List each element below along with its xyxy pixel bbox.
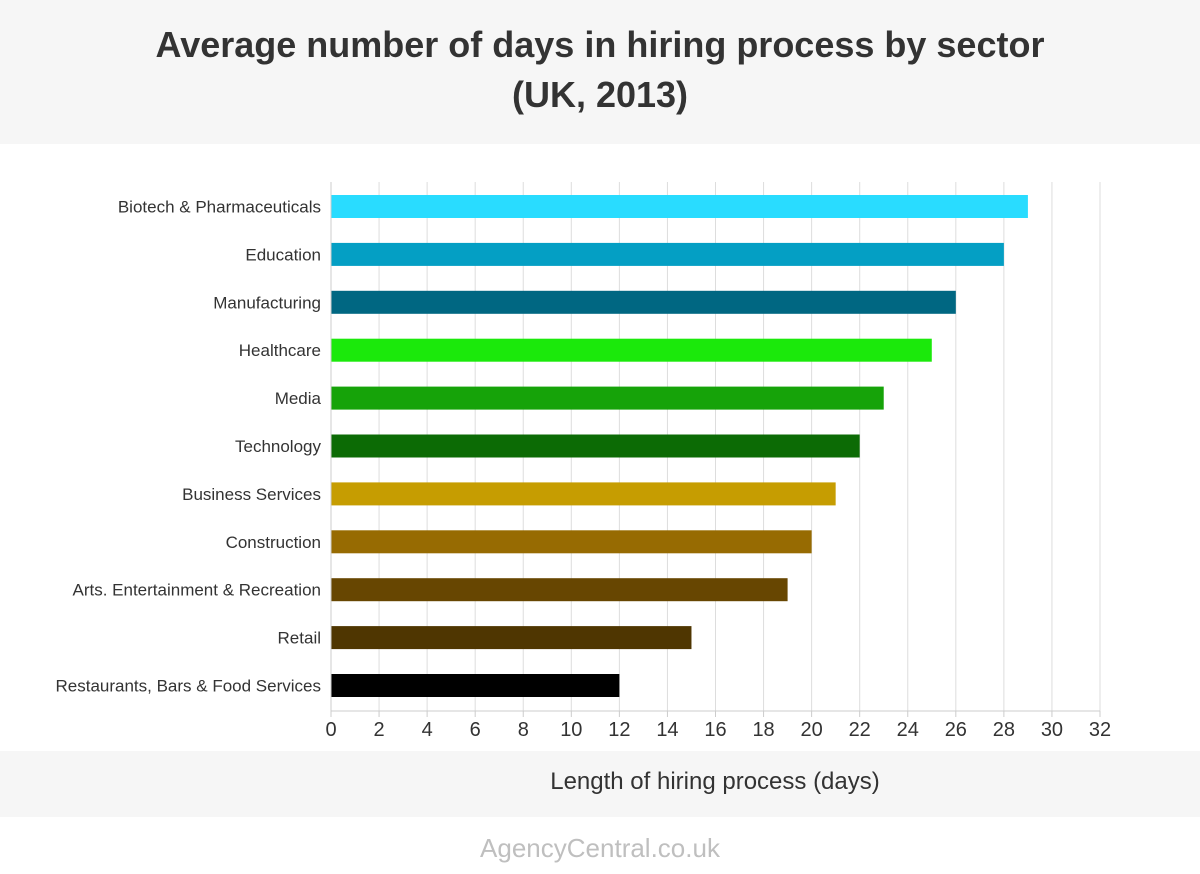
category-label: Arts. Entertainment & Recreation (72, 581, 321, 600)
category-label: Technology (235, 437, 322, 456)
bar (331, 674, 620, 697)
category-label: Education (245, 245, 321, 264)
bar (331, 482, 836, 506)
watermark-text: AgencyCentral.co.uk (480, 833, 720, 863)
x-tick-label: 2 (374, 719, 385, 741)
x-tick-labels: 0 2 4 6 8 10 12 14 16 18 20 22 24 26 28 30 32 (325, 719, 1111, 741)
x-tick-label: 32 (1089, 719, 1111, 741)
bar (331, 290, 956, 314)
category-label: Media (275, 389, 322, 408)
x-tick-label: 10 (560, 719, 582, 741)
x-tick-label: 0 (325, 719, 336, 741)
x-tick-label: 28 (993, 719, 1015, 741)
category-labels: Biotech & Pharmaceuticals Education Manufa… (55, 198, 321, 696)
x-tick-label: 20 (801, 719, 823, 741)
x-tick-label: 8 (518, 719, 529, 741)
bar (331, 386, 884, 410)
bar (331, 578, 788, 602)
title-band (0, 0, 1200, 144)
x-tick-label: 26 (945, 719, 967, 741)
bar (331, 626, 692, 650)
category-label: Biotech & Pharmaceuticals (118, 198, 321, 217)
x-axis-title: Length of hiring process (days) (550, 768, 880, 795)
x-tick-label: 22 (849, 719, 871, 741)
bar (331, 530, 812, 554)
bar (331, 434, 860, 458)
bar (331, 195, 1028, 218)
x-tick-label: 12 (608, 719, 630, 741)
category-label: Construction (226, 533, 321, 552)
category-label: Business Services (182, 485, 321, 504)
bars (331, 195, 1028, 697)
x-tick-label: 24 (897, 719, 919, 741)
chart-title: Average number of days in hiring process… (155, 24, 1045, 115)
bar (331, 242, 1004, 266)
x-tick-label: 16 (704, 719, 726, 741)
category-label: Manufacturing (213, 293, 321, 312)
x-tick-label: 6 (470, 719, 481, 741)
bar (331, 338, 932, 362)
x-tick-label: 18 (752, 719, 774, 741)
x-tick-label: 4 (422, 719, 433, 741)
x-axis-title-band (0, 751, 1200, 817)
category-label: Restaurants, Bars & Food Services (55, 677, 321, 696)
category-label: Healthcare (239, 341, 321, 360)
x-tick-label: 14 (656, 719, 678, 741)
x-tick-label: 30 (1041, 719, 1063, 741)
category-label: Retail (278, 629, 321, 648)
